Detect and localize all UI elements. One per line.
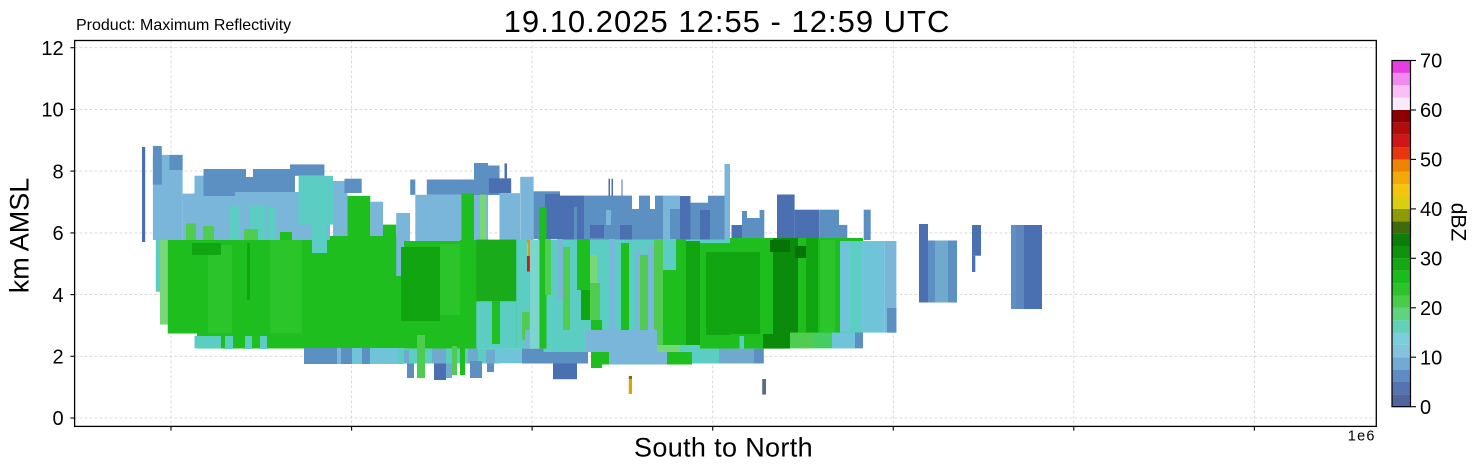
svg-text:South to North: South to North [634, 433, 813, 463]
svg-text:km AMSL: km AMSL [5, 178, 35, 294]
svg-text:40: 40 [1420, 199, 1442, 221]
svg-text:50: 50 [1420, 150, 1442, 172]
svg-text:70: 70 [1420, 51, 1442, 73]
svg-text:dBZ: dBZ [1446, 203, 1469, 242]
svg-text:0: 0 [52, 408, 63, 430]
svg-text:10: 10 [1420, 347, 1442, 369]
svg-text:20: 20 [1420, 298, 1442, 320]
svg-text:2: 2 [52, 347, 63, 369]
svg-text:12: 12 [41, 38, 63, 60]
svg-text:0: 0 [1420, 397, 1431, 419]
svg-text:6: 6 [52, 223, 63, 245]
svg-text:Product: Maximum Reflectivity: Product: Maximum Reflectivity [76, 17, 291, 34]
svg-text:8: 8 [52, 161, 63, 183]
svg-text:1e6: 1e6 [1348, 429, 1376, 445]
svg-text:30: 30 [1420, 249, 1442, 271]
svg-text:10: 10 [41, 100, 63, 122]
svg-text:4: 4 [52, 285, 63, 307]
svg-text:60: 60 [1420, 100, 1442, 122]
svg-text:19.10.2025 12:55 - 12:59 UTC: 19.10.2025 12:55 - 12:59 UTC [504, 4, 951, 39]
